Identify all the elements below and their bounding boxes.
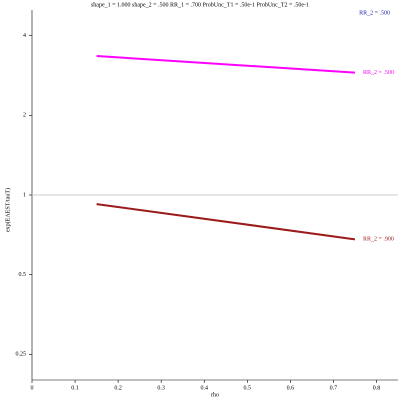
x-tick-label: 0 [31, 385, 34, 391]
series-line [96, 203, 356, 241]
x-tick-label: 0.4 [200, 385, 208, 391]
x-tick-label: 0.1 [71, 385, 79, 391]
y-tick-label: 4 [23, 33, 26, 39]
series-label: RR_2 = .500 [363, 70, 394, 76]
y-tick-label: 0.25 [16, 352, 27, 358]
y-tick-label: 0.5 [19, 272, 27, 278]
x-tick-label: 0.2 [114, 385, 122, 391]
x-tick-label: 0.8 [373, 385, 381, 391]
chart-title: shape_1 = 1.000 shape_2 = .500 RR_1 = .7… [91, 2, 309, 8]
y-tick-label: 2 [23, 113, 26, 119]
x-tick-label: 0.5 [244, 385, 252, 391]
series-label: RR_2 = .900 [363, 237, 394, 243]
x-tick-label: 0.3 [157, 385, 165, 391]
x-axis-label: rho [211, 392, 219, 398]
y-tick-label: 1 [23, 192, 26, 198]
annotation: RR_2 = .500 [359, 10, 390, 16]
x-tick-label: 0.7 [330, 385, 338, 391]
x-tick-label: 0.6 [287, 385, 295, 391]
y-axis-label: exp(EAEST/tauT) [4, 188, 11, 232]
series-line [96, 55, 356, 74]
